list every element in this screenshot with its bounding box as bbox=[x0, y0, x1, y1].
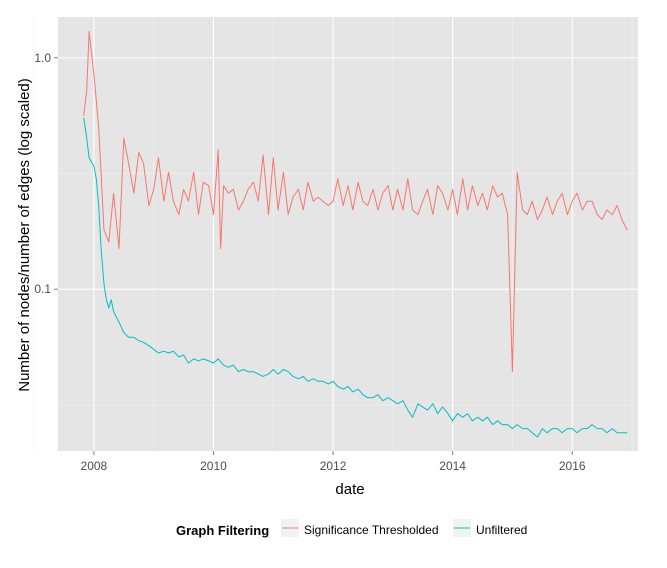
y-tick-label-1: 1.0 bbox=[34, 51, 51, 65]
x-axis-title: date bbox=[335, 481, 364, 498]
tick-labels: 2008 2010 2012 2014 2016 0.1 1.0 bbox=[34, 51, 586, 473]
series-lines bbox=[83, 30, 628, 438]
legend-label-unfiltered: Unfiltered bbox=[476, 523, 527, 537]
x-tick-label-3: 2014 bbox=[439, 459, 466, 473]
x-tick-label-4: 2016 bbox=[559, 459, 586, 473]
grid-lines bbox=[33, 17, 638, 451]
x-tick-label-0: 2008 bbox=[81, 459, 108, 473]
x-tick-label-1: 2010 bbox=[200, 459, 227, 473]
legend-label-significance: Significance Thresholded bbox=[304, 523, 439, 537]
panel-background bbox=[58, 17, 638, 451]
y-tick-label-0: 0.1 bbox=[34, 282, 51, 296]
axis-ticks bbox=[54, 57, 573, 455]
legend: Graph Filtering Significance Thresholded… bbox=[176, 519, 527, 538]
legend-title: Graph Filtering bbox=[176, 523, 269, 538]
series-line-significance-thresholded bbox=[83, 30, 628, 373]
x-tick-label-2: 2012 bbox=[320, 459, 347, 473]
y-axis-title: Number of nodes/number of edges (log sca… bbox=[16, 78, 33, 392]
series-line-unfiltered bbox=[83, 117, 628, 438]
